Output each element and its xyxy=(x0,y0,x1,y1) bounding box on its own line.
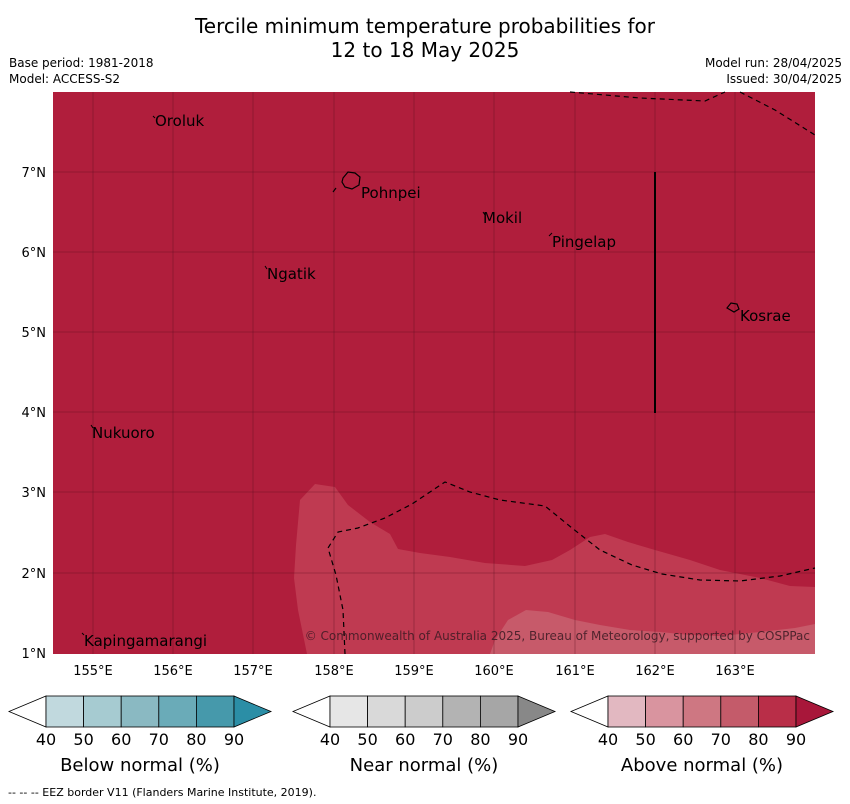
lon-tick-label: 156°E xyxy=(153,664,193,679)
lat-tick-label: 6°N xyxy=(22,246,47,261)
issued-date: Issued: 30/04/2025 xyxy=(726,72,842,86)
lon-tick-label: 158°E xyxy=(314,664,354,679)
below-tick-label: 50 xyxy=(73,730,93,749)
below-tick-label: 60 xyxy=(111,730,131,749)
lon-tick-label: 160°E xyxy=(474,664,514,679)
copyright-notice: © Commonwealth of Australia 2025, Bureau… xyxy=(305,629,810,643)
below-segment-80 xyxy=(195,695,235,728)
probability-region-80 xyxy=(294,484,815,654)
model-run: Model run: 28/04/2025 xyxy=(704,56,842,70)
lat-tick-label: 7°N xyxy=(22,166,47,181)
below-tick-label: 70 xyxy=(149,730,169,749)
above-above-90-segment xyxy=(795,695,835,728)
base-period: Base period: 1981-2018 xyxy=(9,56,154,70)
below-segment-50 xyxy=(83,695,122,728)
lat-tick-label: 2°N xyxy=(22,567,47,582)
colorbar-above-normal: 40 50 60 70 80 90 xyxy=(569,695,835,749)
above-segment-50 xyxy=(645,695,684,728)
ant-atoll xyxy=(332,187,337,193)
colorbar-below-normal: 40 50 60 70 80 90 xyxy=(7,695,273,749)
probability-region-70 xyxy=(490,610,815,654)
below-segment-40 xyxy=(45,695,84,728)
near-normal-label: Near normal (%) xyxy=(349,755,499,776)
lon-tick-label: 155°E xyxy=(73,664,113,679)
above-tick-label: 60 xyxy=(673,730,693,749)
above-segment-70 xyxy=(720,695,759,728)
above-segment-60 xyxy=(682,695,722,728)
near-below-40-segment xyxy=(291,695,331,728)
near-segment-70 xyxy=(442,695,481,728)
below-below-40-segment xyxy=(7,695,47,728)
above-tick-label: 50 xyxy=(635,730,655,749)
eez-border xyxy=(327,91,816,655)
map-title-line-1: Tercile minimum temperature probabilitie… xyxy=(194,14,656,38)
above-tick-label: 70 xyxy=(711,730,731,749)
above-tick-label: 40 xyxy=(598,730,618,749)
place-label-oroluk: Oroluk xyxy=(155,112,204,130)
lat-tick-label: 4°N xyxy=(22,406,47,421)
colorbar-near-normal: 40 50 60 70 80 90 xyxy=(291,695,557,749)
near-tick-label: 70 xyxy=(433,730,453,749)
place-label-kapingamarangi: Kapingamarangi xyxy=(84,632,207,650)
above-segment-40 xyxy=(607,695,646,728)
kosrae-island xyxy=(726,302,740,313)
below-above-90-segment xyxy=(233,695,273,728)
above-normal-label: Above normal (%) xyxy=(620,755,784,776)
above-tick-label: 90 xyxy=(786,730,806,749)
place-label-pingelap: Pingelap xyxy=(552,233,616,251)
lon-tick-label: 163°E xyxy=(715,664,755,679)
place-label-nukuoro: Nukuoro xyxy=(92,424,155,442)
atoll-marks xyxy=(81,115,553,636)
near-tick-label: 80 xyxy=(470,730,490,749)
below-tick-label: 90 xyxy=(224,730,244,749)
below-segment-60 xyxy=(120,695,160,728)
lon-tick-label: 159°E xyxy=(394,664,434,679)
lat-tick-label: 3°N xyxy=(22,486,47,501)
place-label-ngatik: Ngatik xyxy=(267,265,316,283)
lon-tick-label: 161°E xyxy=(555,664,595,679)
below-segment-70 xyxy=(158,695,197,728)
below-tick-label: 80 xyxy=(186,730,206,749)
lon-tick-label: 162°E xyxy=(635,664,675,679)
near-tick-label: 50 xyxy=(357,730,377,749)
near-above-90-segment xyxy=(517,695,557,728)
map-title-line-2: 12 to 18 May 2025 xyxy=(330,38,520,62)
near-segment-40 xyxy=(329,695,368,728)
near-tick-label: 90 xyxy=(508,730,528,749)
near-segment-60 xyxy=(404,695,444,728)
place-label-pohnpei: Pohnpei xyxy=(361,184,421,202)
above-segment-80 xyxy=(758,695,797,728)
place-label-kosrae: Kosrae xyxy=(740,307,791,325)
near-segment-50 xyxy=(367,695,406,728)
lat-tick-label: 5°N xyxy=(22,326,47,341)
pohnpei-island xyxy=(341,171,361,190)
near-segment-80 xyxy=(479,695,519,728)
above-below-40-segment xyxy=(569,695,609,728)
place-label-mokil: Mokil xyxy=(483,209,522,227)
below-normal-label: Below normal (%) xyxy=(60,755,220,776)
eez-footnote: -- -- -- EEZ border V11 (Flanders Marine… xyxy=(8,786,317,799)
near-tick-label: 40 xyxy=(320,730,340,749)
above-tick-label: 80 xyxy=(748,730,768,749)
model-name: Model: ACCESS-S2 xyxy=(9,72,121,86)
lon-tick-label: 157°E xyxy=(233,664,273,679)
graticule xyxy=(53,92,815,654)
below-tick-label: 40 xyxy=(36,730,56,749)
near-tick-label: 60 xyxy=(395,730,415,749)
lat-tick-label: 1°N xyxy=(22,647,47,662)
